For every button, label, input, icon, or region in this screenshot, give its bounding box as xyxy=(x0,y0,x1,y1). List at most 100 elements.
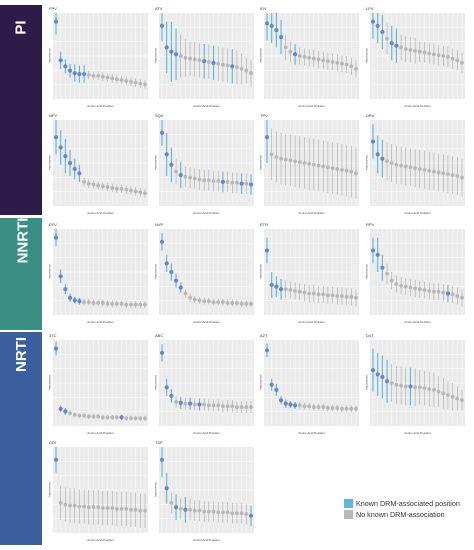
data-point xyxy=(413,166,418,171)
known-drm-point xyxy=(380,156,385,161)
data-point xyxy=(239,405,244,409)
data-point xyxy=(105,415,110,420)
data-point xyxy=(96,301,101,305)
data-point xyxy=(239,67,244,71)
data-point xyxy=(325,59,330,64)
known-drm-point xyxy=(77,71,82,77)
panel-title: RPV xyxy=(366,222,375,227)
band-pi xyxy=(0,5,42,215)
data-point xyxy=(394,282,399,286)
data-point xyxy=(417,287,422,292)
known-drm-point xyxy=(380,374,385,380)
y-axis-label: Importance xyxy=(48,375,52,390)
data-point xyxy=(413,286,418,291)
data-point xyxy=(129,188,133,193)
data-point xyxy=(133,80,138,85)
y-axis-label: Importance xyxy=(259,375,263,390)
x-axis-label: Amino Acid Position xyxy=(87,538,114,542)
known-drm-point xyxy=(278,34,284,40)
known-drm-point xyxy=(119,415,124,420)
data-point xyxy=(354,406,358,411)
data-point xyxy=(385,36,389,41)
known-drm-point xyxy=(274,28,279,33)
data-point xyxy=(100,74,105,79)
data-point xyxy=(143,508,147,513)
data-point xyxy=(441,171,446,176)
known-drm-point xyxy=(58,274,63,279)
data-point xyxy=(330,60,335,64)
data-point xyxy=(235,301,239,305)
data-point xyxy=(283,287,288,292)
data-point xyxy=(206,178,211,183)
panel-azt: AZT Importance Amino Acid Position xyxy=(259,333,359,435)
panel-lpv: LPV Importance Amino Acid Position xyxy=(365,6,465,108)
data-point xyxy=(325,293,330,298)
legend-none: No known DRM-association xyxy=(344,509,472,520)
data-point xyxy=(283,157,288,162)
data-point xyxy=(389,381,394,385)
data-point xyxy=(119,507,124,511)
known-drm-point xyxy=(58,145,63,150)
panel-title: DRV xyxy=(366,113,375,118)
data-point xyxy=(174,400,178,404)
data-point xyxy=(344,295,349,299)
data-point xyxy=(417,385,422,390)
data-point xyxy=(82,504,87,509)
data-point xyxy=(274,155,279,159)
data-point xyxy=(100,415,105,420)
known-drm-point xyxy=(159,130,165,135)
known-drm-point xyxy=(375,23,380,28)
panel-title: TDF xyxy=(155,440,163,445)
data-point xyxy=(138,508,143,513)
data-point xyxy=(216,179,221,183)
known-drm-point xyxy=(72,166,77,172)
x-axis-label: Amino Acid Position xyxy=(87,320,114,324)
data-point xyxy=(302,404,307,409)
known-drm-point xyxy=(159,23,165,28)
data-point xyxy=(114,415,119,420)
legend-none-swatch xyxy=(344,510,353,519)
data-point xyxy=(307,55,312,60)
known-drm-point xyxy=(169,269,174,275)
data-point xyxy=(288,288,293,292)
panel-drv: DRV Importance Amino Acid Position xyxy=(365,113,465,215)
y-axis-label: Importance xyxy=(48,48,52,63)
known-drm-point xyxy=(375,252,380,257)
data-point xyxy=(235,180,239,185)
data-point xyxy=(58,501,63,505)
data-point xyxy=(133,189,138,194)
data-point xyxy=(408,165,413,170)
known-drm-point xyxy=(278,287,284,292)
known-drm-point xyxy=(220,179,225,185)
data-point xyxy=(335,406,340,410)
data-point xyxy=(197,508,202,513)
data-point xyxy=(427,168,432,173)
data-point xyxy=(183,401,188,406)
panel-title: ETR xyxy=(260,222,268,227)
x-axis-label: Amino Acid Position xyxy=(193,320,220,324)
data-point xyxy=(124,79,129,83)
y-axis-label: Importance xyxy=(365,375,369,390)
data-point xyxy=(225,510,230,515)
y-axis-label: Importance xyxy=(365,48,369,63)
known-drm-point xyxy=(375,372,380,377)
data-point xyxy=(68,411,72,415)
data-point xyxy=(340,406,344,411)
data-point xyxy=(178,507,183,511)
data-point xyxy=(321,292,326,297)
data-point xyxy=(192,176,197,181)
data-point xyxy=(100,184,105,189)
known-drm-point xyxy=(173,505,179,510)
data-point xyxy=(138,416,143,421)
data-point xyxy=(96,73,101,78)
x-axis-label: Amino Acid Position xyxy=(193,104,220,108)
known-drm-point xyxy=(169,162,174,167)
known-drm-point xyxy=(380,29,385,35)
data-point xyxy=(349,64,354,69)
panel-title: DDI xyxy=(49,440,56,445)
data-point xyxy=(96,505,101,510)
data-point xyxy=(202,178,207,183)
panel-title: SQV xyxy=(155,113,164,118)
y-axis-label: Importance xyxy=(259,48,263,63)
data-point xyxy=(202,299,207,304)
